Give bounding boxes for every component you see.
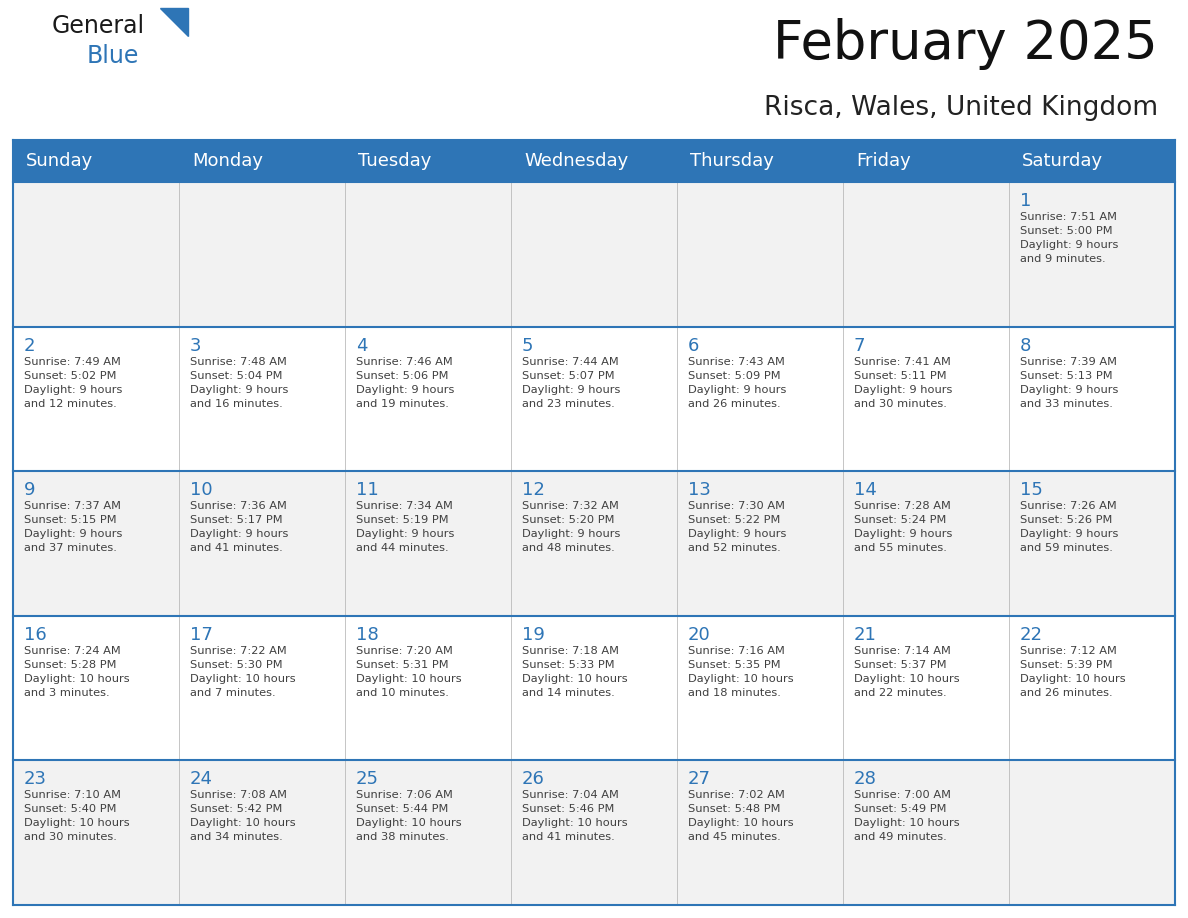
Text: Sunrise: 7:26 AM
Sunset: 5:26 PM
Daylight: 9 hours
and 59 minutes.: Sunrise: 7:26 AM Sunset: 5:26 PM Dayligh… (1020, 501, 1118, 554)
Text: Sunrise: 7:41 AM
Sunset: 5:11 PM
Daylight: 9 hours
and 30 minutes.: Sunrise: 7:41 AM Sunset: 5:11 PM Dayligh… (854, 356, 953, 409)
Text: 10: 10 (190, 481, 213, 499)
FancyBboxPatch shape (13, 471, 1175, 616)
Text: Sunrise: 7:49 AM
Sunset: 5:02 PM
Daylight: 9 hours
and 12 minutes.: Sunrise: 7:49 AM Sunset: 5:02 PM Dayligh… (24, 356, 122, 409)
Text: Sunrise: 7:04 AM
Sunset: 5:46 PM
Daylight: 10 hours
and 41 minutes.: Sunrise: 7:04 AM Sunset: 5:46 PM Dayligh… (522, 790, 627, 843)
Text: Sunrise: 7:00 AM
Sunset: 5:49 PM
Daylight: 10 hours
and 49 minutes.: Sunrise: 7:00 AM Sunset: 5:49 PM Dayligh… (854, 790, 960, 843)
Text: Sunrise: 7:20 AM
Sunset: 5:31 PM
Daylight: 10 hours
and 10 minutes.: Sunrise: 7:20 AM Sunset: 5:31 PM Dayligh… (356, 645, 462, 698)
Text: Sunrise: 7:12 AM
Sunset: 5:39 PM
Daylight: 10 hours
and 26 minutes.: Sunrise: 7:12 AM Sunset: 5:39 PM Dayligh… (1020, 645, 1125, 698)
FancyBboxPatch shape (13, 616, 1175, 760)
Text: 1: 1 (1020, 192, 1031, 210)
Text: 23: 23 (24, 770, 48, 789)
Text: 6: 6 (688, 337, 700, 354)
Text: 13: 13 (688, 481, 710, 499)
Polygon shape (160, 8, 188, 36)
Text: Sunrise: 7:24 AM
Sunset: 5:28 PM
Daylight: 10 hours
and 3 minutes.: Sunrise: 7:24 AM Sunset: 5:28 PM Dayligh… (24, 645, 129, 698)
Text: Risca, Wales, United Kingdom: Risca, Wales, United Kingdom (764, 95, 1158, 121)
Text: 4: 4 (356, 337, 367, 354)
Text: Tuesday: Tuesday (358, 152, 431, 170)
Text: Sunrise: 7:22 AM
Sunset: 5:30 PM
Daylight: 10 hours
and 7 minutes.: Sunrise: 7:22 AM Sunset: 5:30 PM Dayligh… (190, 645, 296, 698)
Text: Sunrise: 7:02 AM
Sunset: 5:48 PM
Daylight: 10 hours
and 45 minutes.: Sunrise: 7:02 AM Sunset: 5:48 PM Dayligh… (688, 790, 794, 843)
Text: 8: 8 (1020, 337, 1031, 354)
FancyBboxPatch shape (13, 327, 1175, 471)
Text: 27: 27 (688, 770, 710, 789)
Text: Sunrise: 7:16 AM
Sunset: 5:35 PM
Daylight: 10 hours
and 18 minutes.: Sunrise: 7:16 AM Sunset: 5:35 PM Dayligh… (688, 645, 794, 698)
Text: Sunrise: 7:30 AM
Sunset: 5:22 PM
Daylight: 9 hours
and 52 minutes.: Sunrise: 7:30 AM Sunset: 5:22 PM Dayligh… (688, 501, 786, 554)
Text: 26: 26 (522, 770, 545, 789)
Text: 22: 22 (1020, 626, 1043, 644)
Text: Monday: Monday (192, 152, 263, 170)
Text: 20: 20 (688, 626, 710, 644)
Text: 3: 3 (190, 337, 202, 354)
Text: Sunrise: 7:48 AM
Sunset: 5:04 PM
Daylight: 9 hours
and 16 minutes.: Sunrise: 7:48 AM Sunset: 5:04 PM Dayligh… (190, 356, 289, 409)
Text: Sunrise: 7:39 AM
Sunset: 5:13 PM
Daylight: 9 hours
and 33 minutes.: Sunrise: 7:39 AM Sunset: 5:13 PM Dayligh… (1020, 356, 1118, 409)
Text: Sunrise: 7:43 AM
Sunset: 5:09 PM
Daylight: 9 hours
and 26 minutes.: Sunrise: 7:43 AM Sunset: 5:09 PM Dayligh… (688, 356, 786, 409)
Text: 14: 14 (854, 481, 877, 499)
Text: February 2025: February 2025 (773, 18, 1158, 70)
Text: Sunrise: 7:18 AM
Sunset: 5:33 PM
Daylight: 10 hours
and 14 minutes.: Sunrise: 7:18 AM Sunset: 5:33 PM Dayligh… (522, 645, 627, 698)
Text: Sunrise: 7:14 AM
Sunset: 5:37 PM
Daylight: 10 hours
and 22 minutes.: Sunrise: 7:14 AM Sunset: 5:37 PM Dayligh… (854, 645, 960, 698)
FancyBboxPatch shape (13, 760, 1175, 905)
Text: 18: 18 (356, 626, 379, 644)
Text: 2: 2 (24, 337, 36, 354)
Text: Wednesday: Wednesday (524, 152, 628, 170)
Text: Blue: Blue (87, 44, 139, 68)
Text: Sunday: Sunday (26, 152, 93, 170)
Text: 17: 17 (190, 626, 213, 644)
Text: Thursday: Thursday (690, 152, 773, 170)
Text: 5: 5 (522, 337, 533, 354)
Text: Sunrise: 7:51 AM
Sunset: 5:00 PM
Daylight: 9 hours
and 9 minutes.: Sunrise: 7:51 AM Sunset: 5:00 PM Dayligh… (1020, 212, 1118, 264)
Text: 15: 15 (1020, 481, 1043, 499)
FancyBboxPatch shape (13, 140, 1175, 182)
FancyBboxPatch shape (13, 182, 1175, 327)
Text: General: General (52, 14, 145, 38)
Text: 11: 11 (356, 481, 379, 499)
Text: Sunrise: 7:44 AM
Sunset: 5:07 PM
Daylight: 9 hours
and 23 minutes.: Sunrise: 7:44 AM Sunset: 5:07 PM Dayligh… (522, 356, 620, 409)
Text: Sunrise: 7:36 AM
Sunset: 5:17 PM
Daylight: 9 hours
and 41 minutes.: Sunrise: 7:36 AM Sunset: 5:17 PM Dayligh… (190, 501, 289, 554)
Text: Sunrise: 7:32 AM
Sunset: 5:20 PM
Daylight: 9 hours
and 48 minutes.: Sunrise: 7:32 AM Sunset: 5:20 PM Dayligh… (522, 501, 620, 554)
Text: Friday: Friday (857, 152, 911, 170)
Text: Sunrise: 7:06 AM
Sunset: 5:44 PM
Daylight: 10 hours
and 38 minutes.: Sunrise: 7:06 AM Sunset: 5:44 PM Dayligh… (356, 790, 462, 843)
Text: 24: 24 (190, 770, 213, 789)
Text: 9: 9 (24, 481, 36, 499)
Text: 19: 19 (522, 626, 545, 644)
Text: Sunrise: 7:28 AM
Sunset: 5:24 PM
Daylight: 9 hours
and 55 minutes.: Sunrise: 7:28 AM Sunset: 5:24 PM Dayligh… (854, 501, 953, 554)
Text: Saturday: Saturday (1022, 152, 1104, 170)
Text: 7: 7 (854, 337, 866, 354)
Text: 25: 25 (356, 770, 379, 789)
Text: 16: 16 (24, 626, 46, 644)
Text: Sunrise: 7:46 AM
Sunset: 5:06 PM
Daylight: 9 hours
and 19 minutes.: Sunrise: 7:46 AM Sunset: 5:06 PM Dayligh… (356, 356, 454, 409)
Text: 12: 12 (522, 481, 545, 499)
Text: Sunrise: 7:34 AM
Sunset: 5:19 PM
Daylight: 9 hours
and 44 minutes.: Sunrise: 7:34 AM Sunset: 5:19 PM Dayligh… (356, 501, 454, 554)
Text: 21: 21 (854, 626, 877, 644)
Text: 28: 28 (854, 770, 877, 789)
Text: Sunrise: 7:10 AM
Sunset: 5:40 PM
Daylight: 10 hours
and 30 minutes.: Sunrise: 7:10 AM Sunset: 5:40 PM Dayligh… (24, 790, 129, 843)
Text: Sunrise: 7:37 AM
Sunset: 5:15 PM
Daylight: 9 hours
and 37 minutes.: Sunrise: 7:37 AM Sunset: 5:15 PM Dayligh… (24, 501, 122, 554)
Text: Sunrise: 7:08 AM
Sunset: 5:42 PM
Daylight: 10 hours
and 34 minutes.: Sunrise: 7:08 AM Sunset: 5:42 PM Dayligh… (190, 790, 296, 843)
